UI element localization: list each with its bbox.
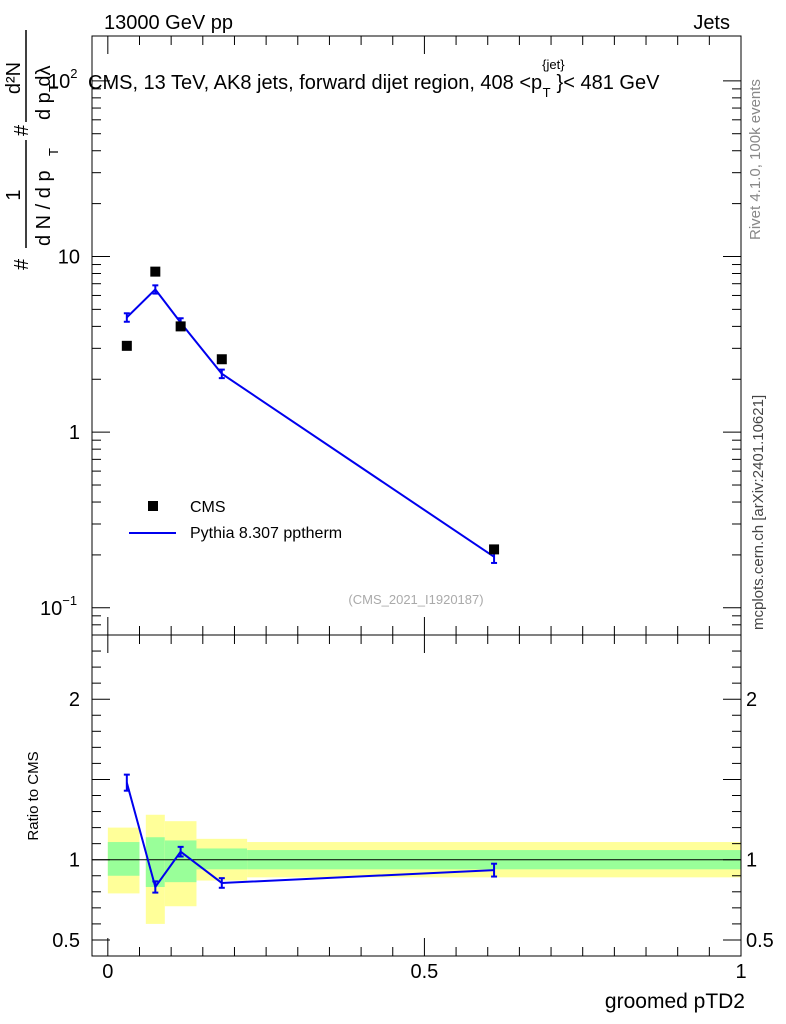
ratio-y-tick-label-right-0: 0.5 bbox=[746, 930, 774, 952]
chart-title-sub: T bbox=[543, 85, 551, 100]
ratio-series bbox=[123, 773, 498, 894]
energy-label: 13000 GeV pp bbox=[104, 12, 233, 34]
ratio-y-tick-label-right-2: 2 bbox=[746, 689, 757, 711]
ratio-band-inner-1 bbox=[145, 837, 165, 887]
cms-data-point bbox=[489, 544, 500, 555]
ylabel-hash2: # bbox=[11, 124, 33, 136]
legend-marker-cms bbox=[148, 501, 158, 511]
cms-data-point bbox=[150, 266, 161, 277]
main-y-tick-label-2: 10 bbox=[58, 246, 80, 268]
cms-data-point bbox=[175, 321, 186, 332]
category-label: Jets bbox=[693, 12, 730, 34]
ratio-axes: 0.5 0.51 12 20 0.5 1 bbox=[52, 634, 774, 983]
ratio-y-axis-label: Ratio to CMS bbox=[25, 751, 42, 840]
main-y-tick-label-1: 1 bbox=[69, 422, 80, 444]
analysis-watermark: (CMS_2021_I1920187) bbox=[348, 592, 483, 607]
chart-title-tail: }< 481 GeV bbox=[557, 72, 661, 94]
main-y-axis-label: # 1 d N / d p T # d²N d p dλ T bbox=[3, 30, 61, 270]
main-axes: 10−1 1 10 102 bbox=[40, 35, 742, 636]
chart-title-main: CMS, 13 TeV, AK8 jets, forward dijet reg… bbox=[88, 72, 542, 94]
ylabel-one: 1 bbox=[3, 189, 25, 200]
cms-data-point bbox=[216, 354, 227, 365]
main-y-tick-label-3: 102 bbox=[48, 66, 77, 93]
rivet-label: Rivet 4.1.0, 100k events bbox=[747, 79, 764, 240]
ratio-y-tick-label-right-1: 1 bbox=[746, 850, 757, 872]
main-frame bbox=[91, 35, 742, 636]
main-series bbox=[121, 266, 500, 564]
x-tick-label-1: 0.5 bbox=[411, 961, 439, 983]
x-tick-label-0: 0 bbox=[102, 961, 113, 983]
cms-data-point bbox=[121, 340, 132, 351]
chart-title: CMS, 13 TeV, AK8 jets, forward dijet reg… bbox=[88, 57, 660, 100]
ylabel-dN: d N / d p bbox=[33, 170, 55, 246]
main-y-tick-label-0: 10−1 bbox=[40, 593, 77, 620]
ratio-band-inner-3 bbox=[196, 848, 248, 870]
ylabel-T-2: T bbox=[46, 84, 61, 92]
legend: CMS Pythia 8.307 pptherm bbox=[129, 499, 342, 542]
ratio-band-inner-0 bbox=[107, 842, 140, 876]
ylabel-d2N: d²N bbox=[3, 62, 25, 94]
ylabel-dpdl: d p dλ bbox=[33, 66, 55, 120]
ylabel-T-1: T bbox=[46, 148, 61, 156]
ratio-frame bbox=[91, 634, 742, 957]
ylabel-hash1: # bbox=[11, 258, 33, 270]
x-tick-label-2: 1 bbox=[735, 961, 746, 983]
chart-title-sup: {jet} bbox=[542, 57, 565, 72]
ratio-y-tick-label-left-1: 1 bbox=[69, 850, 80, 872]
ratio-y-tick-label-left-0: 0.5 bbox=[52, 930, 80, 952]
x-axis-label: groomed pTD2 bbox=[605, 990, 745, 1013]
legend-label-cms: CMS bbox=[190, 499, 226, 516]
legend-label-pythia: Pythia 8.307 pptherm bbox=[190, 525, 342, 542]
mcplots-label: mcplots.cern.ch [arXiv:2401.10621] bbox=[750, 395, 767, 630]
ratio-y-tick-label-left-2: 2 bbox=[69, 689, 80, 711]
